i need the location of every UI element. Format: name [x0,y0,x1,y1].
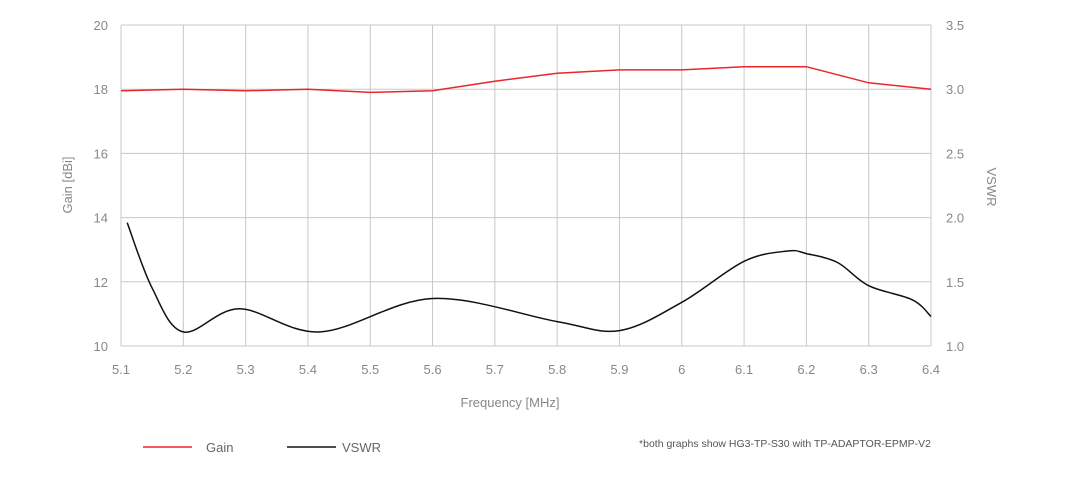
x-tick-label: 5.7 [486,362,504,377]
y-left-tick-label: 10 [94,339,108,354]
series-line-gain [120,65,932,94]
x-tick-label: 6.2 [797,362,815,377]
y-right-tick-label: 1.0 [946,339,964,354]
y-right-tick-label: 2.5 [946,146,964,161]
footnote: *both graphs show HG3-TP-S30 with TP-ADA… [639,438,931,450]
x-tick-label: 5.1 [112,362,130,377]
series-line-vswr [126,222,932,333]
y-right-tick-label: 2.0 [946,211,964,226]
x-tick-label: 5.3 [237,362,255,377]
x-tick-label: 6.1 [735,362,753,377]
y-right-tick-labels: 1.0 1.5 2.0 2.5 3.0 3.5 [946,18,964,354]
y-right-tick-label: 1.5 [946,275,964,290]
series-lines [120,65,932,333]
x-tick-label: 5.5 [361,362,379,377]
y-left-axis-label: Gain [dBi] [60,156,75,213]
x-tick-label: 5.4 [299,362,317,377]
x-tick-label: 5.9 [610,362,628,377]
legend-label-gain: Gain [206,440,233,455]
x-axis-label: Frequency [MHz] [461,395,560,410]
y-left-tick-label: 12 [94,275,108,290]
x-tick-label: 5.8 [548,362,566,377]
legend: Gain VSWR [143,440,381,455]
x-tick-labels: 5.1 5.2 5.3 5.4 5.5 5.6 5.7 5.8 5.9 6 6.1 6.2 6.3 6.4 [112,362,940,377]
y-left-tick-label: 18 [94,82,108,97]
y-right-axis-label: VSWR [984,168,999,207]
x-tick-label: 6.3 [860,362,878,377]
legend-label-vswr: VSWR [342,440,381,455]
y-right-tick-label: 3.5 [946,18,964,33]
grid [120,24,932,347]
y-left-tick-label: 16 [94,146,108,161]
y-left-tick-label: 20 [94,18,108,33]
y-left-tick-label: 14 [94,211,108,226]
x-tick-label: 5.6 [423,362,441,377]
y-left-tick-labels: 10 12 14 16 18 20 [94,18,108,354]
x-tick-label: 5.2 [174,362,192,377]
x-tick-label: 6 [678,362,685,377]
y-right-tick-label: 3.0 [946,82,964,97]
x-tick-label: 6.4 [922,362,940,377]
